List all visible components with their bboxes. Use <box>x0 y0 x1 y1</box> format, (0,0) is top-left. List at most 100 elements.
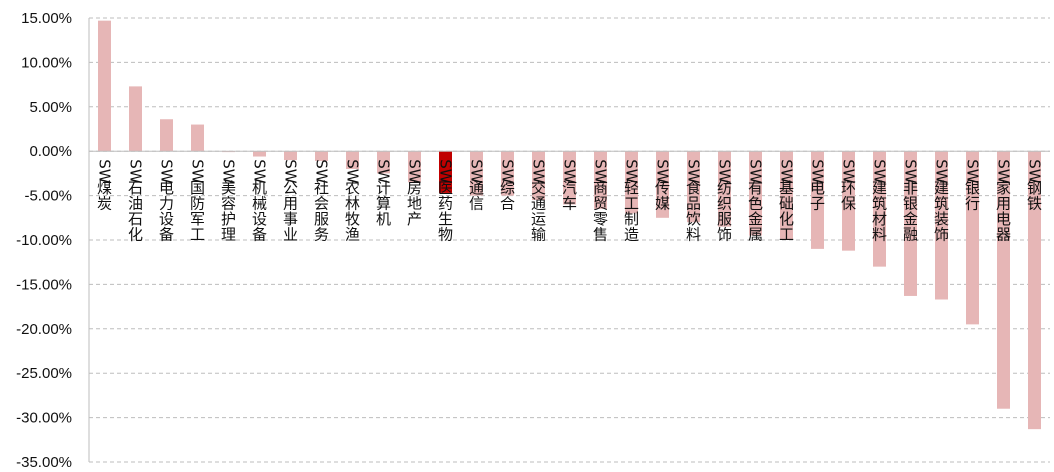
x-tick-label: 商贸零售 <box>593 179 608 244</box>
x-tick-label: 医药生物 <box>438 179 453 244</box>
x-tick-label: 汽车 <box>562 179 577 213</box>
x-tick-label: 公用事业 <box>283 179 298 244</box>
x-tick-label-prefix: SW <box>189 159 207 184</box>
bar <box>377 151 390 174</box>
x-tick-label: 基础化工 <box>779 179 794 244</box>
bar <box>439 151 452 193</box>
x-tick-label: 建筑装饰 <box>934 179 949 244</box>
x-tick-label: 非银金融 <box>903 179 918 244</box>
bars <box>89 20 1050 430</box>
y-tick-label: -10.00% <box>16 232 72 249</box>
x-tick-label-prefix: SW <box>406 159 424 184</box>
x-tick-label: 交通运输 <box>531 179 546 244</box>
x-tick-label-prefix: SW <box>158 159 176 184</box>
x-tick-label: 传媒 <box>655 179 670 213</box>
x-tick-label: 有色金属 <box>748 179 763 244</box>
x-tick-label: 通信 <box>469 179 484 213</box>
category-labels: SW煤炭SW石油石化SW电力设备SW国防军工SW美容护理SW机械设备SW公用事业… <box>96 159 1044 244</box>
bar <box>966 151 979 325</box>
y-tick-label: -5.00% <box>24 188 72 205</box>
x-tick-label: 建筑材料 <box>872 179 887 244</box>
bar <box>532 151 545 201</box>
y-axis: 15.00% 10.00% 5.00% 0.00% -5.00% -10.00% -15.0… <box>16 10 90 471</box>
bar <box>129 86 142 152</box>
y-tick-label: 10.00% <box>21 54 72 71</box>
x-tick-label: 综合 <box>500 179 515 213</box>
x-tick-label-prefix: SW <box>468 159 486 184</box>
y-tick-label: -25.00% <box>16 365 72 382</box>
bar <box>904 151 917 296</box>
x-tick-label: 机械设备 <box>252 179 267 244</box>
y-tick-label: -35.00% <box>16 454 72 471</box>
y-tick-label: -15.00% <box>16 276 72 293</box>
x-tick-label-prefix: SW <box>623 159 641 184</box>
x-tick-label-prefix: SW <box>716 159 734 184</box>
y-tick-label: 5.00% <box>29 99 72 116</box>
x-tick-label-prefix: SW <box>902 159 920 184</box>
x-tick-label: 计算机 <box>376 179 391 228</box>
bar <box>749 151 762 236</box>
bar <box>625 151 638 214</box>
x-tick-label-prefix: SW <box>809 159 827 184</box>
x-tick-label: 美容护理 <box>221 179 236 244</box>
bar <box>191 124 204 152</box>
x-tick-label: 纺织服饰 <box>717 179 732 244</box>
x-tick-label-prefix: SW <box>685 159 703 184</box>
bar <box>656 151 669 218</box>
bar <box>284 151 297 161</box>
bar <box>253 151 266 157</box>
bar <box>842 151 855 251</box>
x-tick-label-prefix: SW <box>282 159 300 184</box>
x-tick-label: 环保 <box>841 179 856 213</box>
bar <box>315 151 328 161</box>
x-tick-label: 煤炭 <box>97 179 112 213</box>
x-tick-label-prefix: SW <box>871 159 889 184</box>
x-tick-label-prefix: SW <box>964 159 982 184</box>
x-tick-label-prefix: SW <box>375 159 393 184</box>
x-tick-label-prefix: SW <box>499 159 517 184</box>
bar <box>1028 151 1041 430</box>
bar <box>160 119 173 152</box>
bar <box>687 151 700 223</box>
bar <box>780 151 793 240</box>
x-tick-label-prefix: SW <box>437 159 455 184</box>
x-tick-label: 农林牧渔 <box>345 179 360 244</box>
bar <box>935 151 948 300</box>
x-tick-label-prefix: SW <box>995 159 1013 184</box>
x-tick-label-prefix: SW <box>1026 159 1044 184</box>
bar <box>873 151 886 267</box>
bar <box>563 151 576 205</box>
bar <box>718 151 731 227</box>
y-tick-label: 15.00% <box>21 10 72 27</box>
x-tick-label: 社会服务 <box>314 179 329 244</box>
bar <box>408 151 421 183</box>
x-tick-label-prefix: SW <box>530 159 548 184</box>
x-tick-label: 电力设备 <box>159 179 174 244</box>
x-tick-label-prefix: SW <box>313 159 331 184</box>
x-tick-label: 石油石化 <box>128 179 143 244</box>
y-tick-label: -30.00% <box>16 410 72 427</box>
bar <box>501 151 514 196</box>
x-tick-label: 国防军工 <box>190 179 205 244</box>
x-tick-label: 食品饮料 <box>686 179 701 244</box>
x-tick-label-prefix: SW <box>344 159 362 184</box>
x-tick-label-prefix: SW <box>933 159 951 184</box>
bar <box>470 151 483 196</box>
y-tick-label: -20.00% <box>16 321 72 338</box>
x-tick-label-prefix: SW <box>561 159 579 184</box>
x-tick-label-prefix: SW <box>96 159 114 184</box>
x-tick-label-prefix: SW <box>840 159 858 184</box>
x-tick-label-prefix: SW <box>654 159 672 184</box>
x-tick-label: 银行 <box>965 179 980 213</box>
bar <box>997 151 1010 409</box>
bar <box>346 151 359 169</box>
x-tick-label-prefix: SW <box>747 159 765 184</box>
x-tick-label-prefix: SW <box>592 159 610 184</box>
x-tick-label-prefix: SW <box>127 159 145 184</box>
x-tick-label: 电子 <box>810 179 825 213</box>
bar <box>594 151 607 209</box>
y-tick-label: 0.00% <box>29 143 72 160</box>
x-tick-label-prefix: SW <box>220 159 238 184</box>
x-tick-label-prefix: SW <box>251 159 269 184</box>
bar <box>98 20 111 152</box>
